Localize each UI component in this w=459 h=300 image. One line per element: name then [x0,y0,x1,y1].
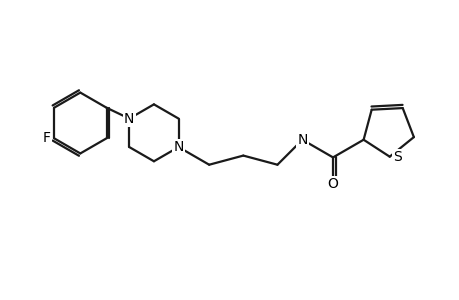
Text: N: N [173,140,184,154]
Text: N: N [124,112,134,126]
Text: O: O [327,177,338,191]
Text: N: N [297,133,307,147]
Text: S: S [392,150,401,164]
Text: F: F [43,131,50,145]
